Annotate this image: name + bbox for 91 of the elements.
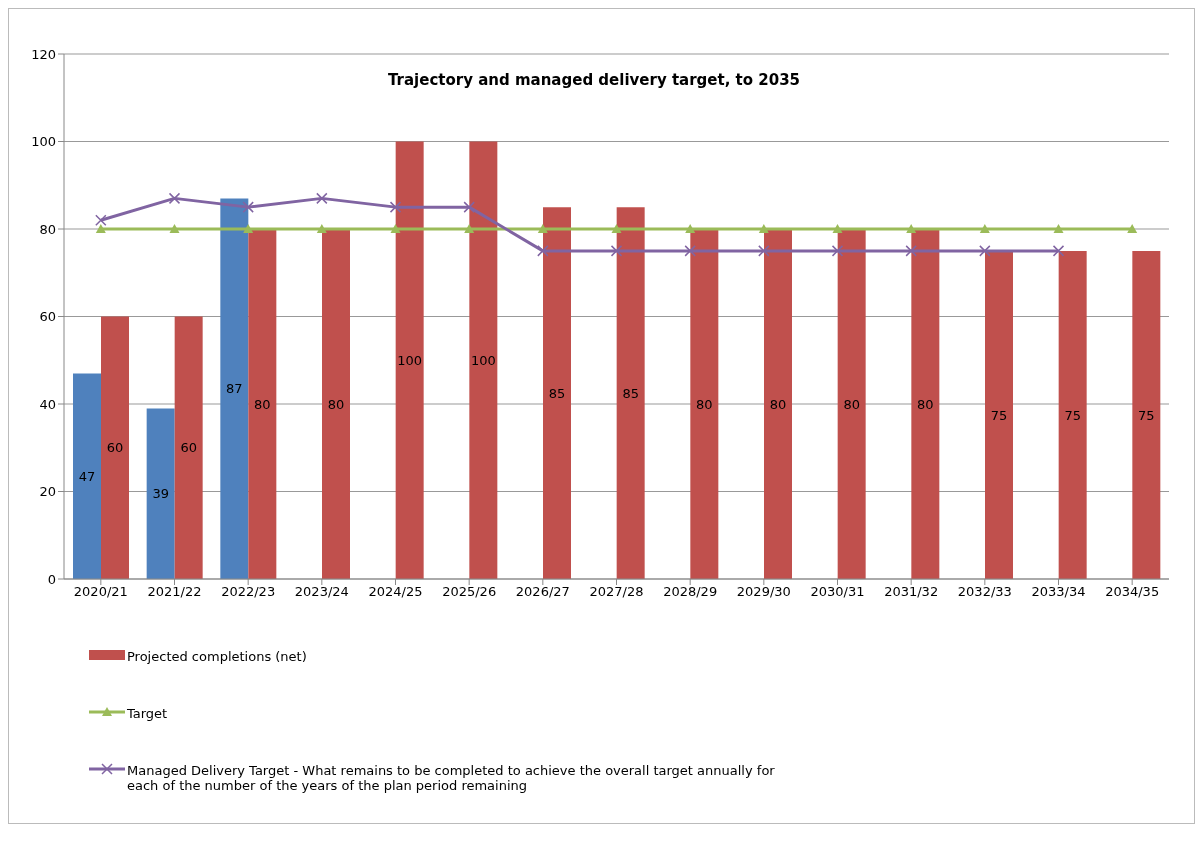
point: [537, 224, 548, 233]
point: [389, 201, 402, 213]
x-tick-label: 2020/21: [73, 584, 128, 600]
x-tick-label: 2024/25: [368, 584, 423, 600]
legend-label: Projected completions (net): [127, 649, 307, 664]
bar: [690, 229, 719, 579]
y-tick-label: 40: [39, 396, 56, 412]
bar: [837, 229, 866, 579]
point: [1052, 245, 1065, 257]
bar: [543, 207, 571, 579]
data-label: 60: [180, 440, 197, 456]
point: [95, 214, 107, 226]
data-label: 80: [917, 396, 934, 412]
bar: [322, 229, 350, 579]
point: [685, 224, 696, 233]
point: [95, 224, 106, 233]
x-tick-label: 2029/30: [736, 584, 791, 600]
data-label: 60: [106, 440, 124, 456]
data-label: 85: [548, 385, 566, 401]
bar: [764, 229, 792, 579]
point: [168, 192, 181, 205]
data-label: 75: [1138, 407, 1155, 423]
point: [464, 224, 475, 233]
bar: [248, 229, 277, 579]
bar: [220, 198, 249, 579]
data-label: 80: [769, 396, 787, 412]
data-label: 80: [843, 396, 860, 412]
point: [979, 224, 990, 233]
point: [1127, 224, 1138, 233]
y-tick-label: 120: [31, 46, 56, 62]
data-label: 85: [622, 385, 639, 401]
x-tick-label: 2027/28: [589, 584, 644, 600]
x-tick-label: 2028/29: [663, 584, 718, 600]
point: [169, 224, 180, 233]
legend-label: Target: [127, 706, 168, 721]
bar: [985, 250, 1013, 579]
point: [684, 245, 696, 257]
point: [905, 245, 917, 257]
data-label: 75: [1064, 407, 1081, 423]
point: [831, 245, 844, 257]
y-tick-label: 20: [39, 484, 56, 500]
bar: [616, 207, 645, 579]
bar: [73, 373, 101, 579]
point: [463, 201, 475, 213]
x-tick-label: 2021/22: [147, 584, 202, 600]
data-label: 80: [696, 396, 713, 412]
point: [758, 224, 769, 233]
y-tick-label: 0: [47, 571, 56, 587]
point: [316, 224, 327, 233]
point: [242, 201, 254, 213]
x-tick-label: 2023/24: [294, 584, 349, 600]
y-tick-label: 60: [39, 309, 56, 325]
data-label: 100: [397, 352, 423, 368]
y-tick-label: 80: [39, 221, 56, 237]
x-tick-label: 2034/35: [1105, 584, 1160, 600]
x-tick-label: 2025/26: [442, 584, 497, 600]
text: Trajectory and managed delivery target, to 2035: [386, 71, 801, 89]
bar: [395, 141, 424, 579]
x-tick-label: 2033/34: [1031, 584, 1086, 600]
x-tick-label: 2032/33: [957, 584, 1012, 600]
point: [537, 245, 549, 257]
point: [906, 224, 917, 233]
point: [610, 245, 623, 257]
y-tick-label: 100: [31, 134, 56, 150]
data-label: 75: [990, 407, 1008, 423]
point: [1053, 224, 1064, 233]
bar: [146, 408, 175, 579]
bar: [174, 316, 203, 579]
point: [390, 224, 401, 233]
bar: [1132, 250, 1161, 579]
x-tick-label: 2030/31: [810, 584, 865, 600]
bar: [911, 229, 940, 579]
point: [832, 224, 843, 233]
point: [611, 224, 622, 233]
data-label: 80: [327, 396, 345, 412]
data-label: 87: [226, 381, 243, 397]
data-label: 39: [152, 486, 169, 502]
point: [243, 224, 254, 233]
point: [758, 245, 770, 257]
data-label: 100: [470, 352, 496, 368]
point: [316, 192, 328, 205]
point: [979, 245, 991, 257]
bar: [1058, 250, 1087, 579]
data-label: 80: [254, 396, 271, 412]
x-tick-label: 2031/32: [884, 584, 939, 600]
x-tick-label: 2022/23: [221, 584, 276, 600]
bar: [469, 141, 498, 579]
data-label: 47: [78, 468, 96, 484]
legend-label: Managed Delivery Target - What remains to be completed to achieve the overall target annually for each of the number of the years of the plan period remaining: [127, 763, 776, 793]
bar: [101, 316, 129, 579]
x-tick-label: 2026/27: [515, 584, 570, 600]
